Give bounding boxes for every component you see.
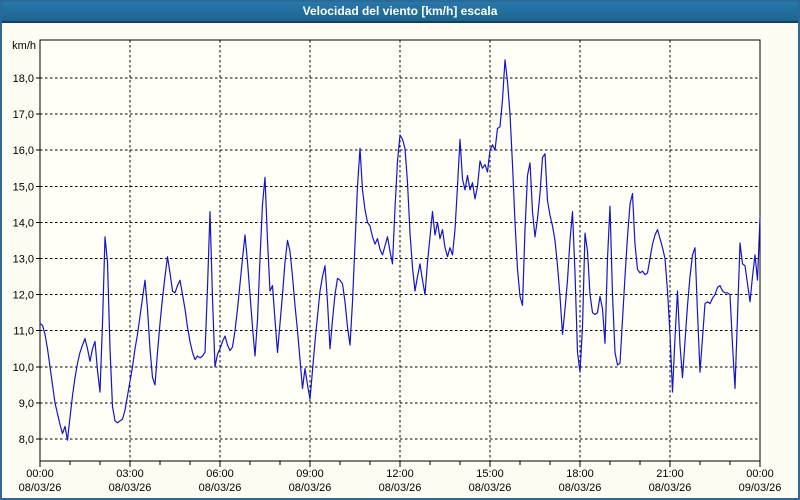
- y-axis-unit-label: km/h: [12, 40, 36, 52]
- x-tick-date-label: 09/03/26: [739, 482, 782, 494]
- x-tick-date-label: 08/03/26: [19, 482, 62, 494]
- x-tick-date-label: 08/03/26: [109, 482, 152, 494]
- x-tick-time-label: 12:00: [386, 468, 414, 480]
- x-tick-date-label: 08/03/26: [649, 482, 692, 494]
- y-tick-label: 18,0: [13, 73, 34, 85]
- y-tick-label: 9,0: [19, 398, 34, 410]
- x-tick-time-label: 15:00: [476, 468, 504, 480]
- x-tick-time-label: 03:00: [116, 468, 144, 480]
- y-tick-label: 16,0: [13, 145, 34, 157]
- x-tick-date-label: 08/03/26: [559, 482, 602, 494]
- x-tick-time-label: 00:00: [26, 468, 54, 480]
- x-tick-time-label: 09:00: [296, 468, 324, 480]
- y-tick-label: 11,0: [13, 326, 34, 338]
- wind-speed-chart: 8,0 9,0 10,0 11,0 12,0 13,0 14,0 15,0 16,0 17,0 18…: [12, 39, 782, 494]
- wind-speed-line: [39, 59, 761, 441]
- x-tick-time-label: 00:00: [746, 468, 774, 480]
- y-tick-label: 12,0: [13, 290, 34, 302]
- x-tick-date-label: 08/03/26: [379, 482, 422, 494]
- chart-title: Velocidad del viento [km/h] escala: [302, 4, 498, 18]
- y-tick-label: 8,0: [19, 434, 34, 446]
- x-tick-time-label: 21:00: [656, 468, 684, 480]
- x-tick-date-label: 08/03/26: [289, 482, 332, 494]
- x-tick-time-label: 18:00: [566, 468, 594, 480]
- y-tick-label: 15,0: [13, 181, 34, 193]
- x-tick-date-label: 08/03/26: [469, 482, 512, 494]
- y-tick-label: 10,0: [13, 362, 34, 374]
- x-tick-date-label: 08/03/26: [199, 482, 242, 494]
- plot-frame: [39, 39, 761, 462]
- y-tick-label: 14,0: [13, 217, 34, 229]
- title-bar: Velocidad del viento [km/h] escala: [2, 2, 798, 23]
- y-tick-label: 17,0: [13, 109, 34, 121]
- y-tick-label: 13,0: [13, 254, 34, 266]
- x-tick-time-label: 06:00: [206, 468, 234, 480]
